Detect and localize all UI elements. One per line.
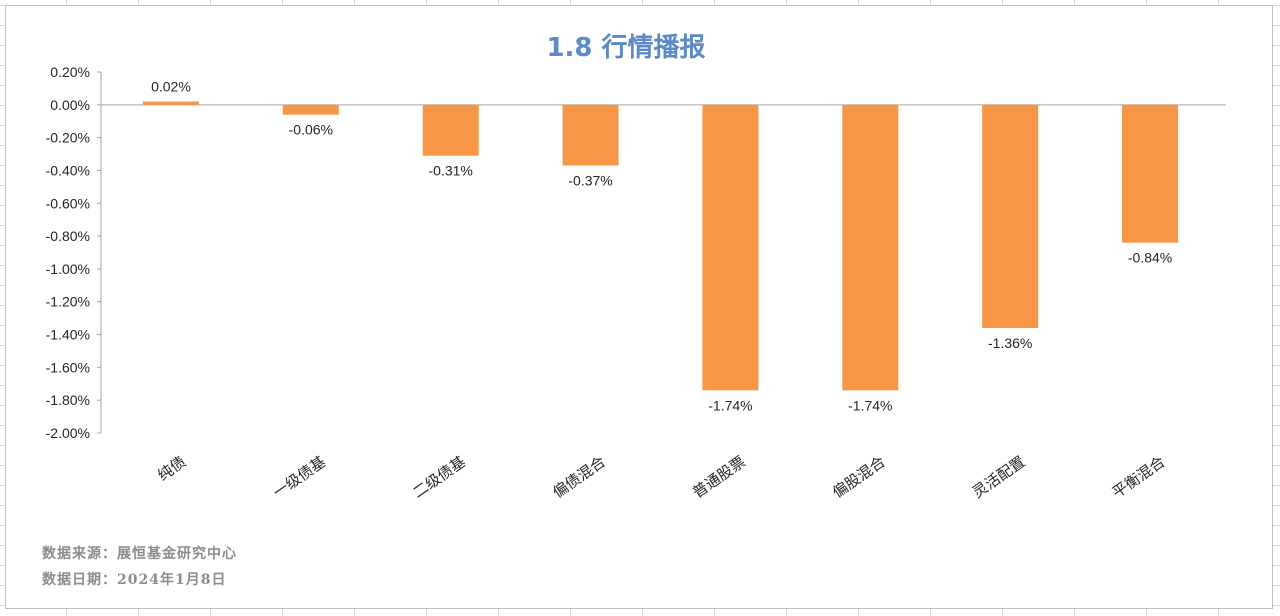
bars xyxy=(142,101,1179,391)
bar-偏债混合 xyxy=(562,104,619,166)
data-label: -0.31% xyxy=(429,163,473,179)
category-label: 偏债混合 xyxy=(549,453,608,502)
category-label: 偏股混合 xyxy=(829,453,888,502)
category-label: 普通股票 xyxy=(689,453,748,502)
y-tick-label: -1.60% xyxy=(46,359,90,375)
data-label: -1.74% xyxy=(708,397,752,413)
y-tick-label: -0.20% xyxy=(46,130,90,146)
bar-纯债 xyxy=(142,101,199,105)
y-tick-label: -0.80% xyxy=(46,228,90,244)
bar-灵活配置 xyxy=(982,104,1039,328)
y-tick-label: -0.40% xyxy=(46,162,90,178)
data-source-note: 数据来源：展恒基金研究中心 xyxy=(42,546,237,562)
data-label: 0.02% xyxy=(151,79,191,95)
category-labels: 纯债 一级债基 二级债基 偏债混合 普通股票 偏股混合 灵活配置 平衡混合 xyxy=(154,453,1168,502)
category-label: 平衡混合 xyxy=(1109,453,1168,502)
bar-二级债基 xyxy=(422,104,479,156)
bar-平衡混合 xyxy=(1122,104,1179,243)
data-label: -1.36% xyxy=(988,335,1032,351)
bar-chart: 1.8 行情播报 0.20% 0.00% -0.20% -0.40% -0.60% -0.… xyxy=(46,32,1226,502)
data-label: -0.84% xyxy=(1128,250,1172,266)
y-axis: 0.20% 0.00% -0.20% -0.40% -0.60% -0.80% -1.00%… xyxy=(46,64,1226,441)
bar-一级债基 xyxy=(282,104,339,115)
y-tick-label: -1.00% xyxy=(46,261,90,277)
category-label: 纯债 xyxy=(154,453,189,485)
y-tick-label: 0.00% xyxy=(50,97,90,113)
category-label: 一级债基 xyxy=(270,453,329,502)
y-tick-label: -1.20% xyxy=(46,294,90,310)
data-label: -0.37% xyxy=(568,173,612,189)
chart-title: 1.8 行情播报 xyxy=(546,32,705,63)
y-tick-label: -1.40% xyxy=(46,327,90,343)
y-tick-label: -1.80% xyxy=(46,392,90,408)
bar-普通股票 xyxy=(702,104,759,391)
data-label: -0.06% xyxy=(289,122,333,138)
data-label: -1.74% xyxy=(848,397,892,413)
bar-偏股混合 xyxy=(842,104,899,391)
y-tick-label: -2.00% xyxy=(46,425,90,441)
y-tick-label: 0.20% xyxy=(50,64,90,80)
data-labels: 0.02% -0.06% -0.31% -0.37% -1.74% -1.74% -1.36… xyxy=(151,79,1172,414)
category-label: 灵活配置 xyxy=(969,453,1028,502)
data-date-note: 数据日期：2024年1月8日 xyxy=(42,572,227,588)
category-label: 二级债基 xyxy=(409,453,468,502)
y-tick-label: -0.60% xyxy=(46,195,90,211)
chart-object[interactable]: 1.8 行情播报 0.20% 0.00% -0.20% -0.40% -0.60% -0.… xyxy=(5,5,1273,609)
